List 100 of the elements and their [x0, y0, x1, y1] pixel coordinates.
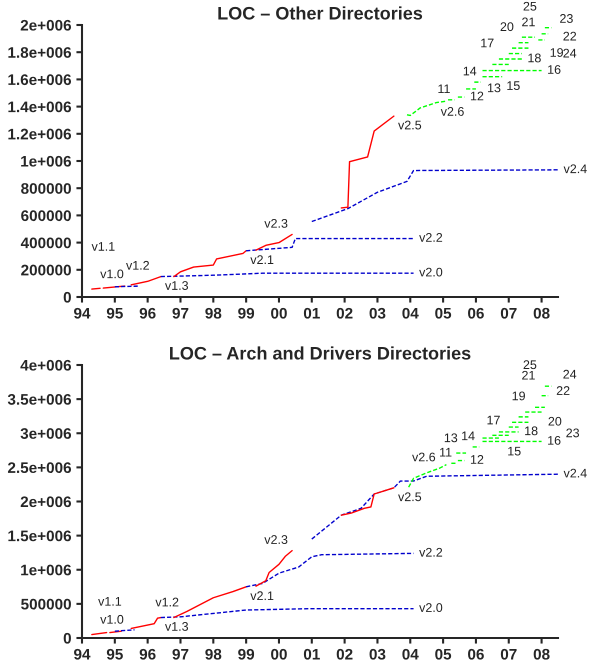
annotation: 11 [440, 448, 452, 457]
annotation: 24 [563, 370, 576, 379]
annotation: v2.1 [250, 255, 274, 264]
y-tick-label: 1e+006 [21, 156, 72, 167]
annotation: v2.6 [412, 452, 436, 462]
annotation: 17 [481, 38, 494, 48]
x-tick-label: 98 [205, 648, 222, 660]
x-tick-label: 07 [500, 648, 517, 660]
y-tick-label: 800000 [21, 183, 71, 194]
x-tick-label: 05 [435, 648, 452, 660]
annotation: v1.2 [155, 598, 178, 606]
annotation: 12 [470, 455, 484, 464]
annotation: 14 [464, 66, 476, 76]
x-tick-label: 00 [271, 648, 287, 660]
annotation: 13 [488, 83, 500, 92]
x-tick-label: 08 [534, 308, 550, 319]
annotation: v2.3 [264, 218, 288, 228]
chart-title: LOC – Arch and Drivers Directories [170, 346, 470, 360]
y-tick-label: 2e+006 [20, 20, 72, 31]
x-tick-label: 04 [402, 648, 419, 660]
annotation: 20 [548, 416, 562, 426]
annotation: 12 [470, 92, 484, 100]
annotation: 25 [524, 2, 536, 11]
x-tick-label: 99 [238, 648, 254, 660]
y-tick-label: 3e+006 [20, 428, 72, 439]
x-tick-label: 02 [336, 308, 353, 319]
annotation: 11 [438, 84, 450, 94]
annotation: v2.0 [419, 603, 442, 612]
y-tick-label: 400000 [20, 237, 71, 248]
y-tick-label: 2.5e+006 [8, 462, 72, 474]
y-tick-label: 3.5e+006 [8, 394, 72, 405]
annotation: 16 [548, 436, 560, 445]
annotation: 19 [550, 48, 563, 57]
y-tick-label: 1e+006 [21, 564, 72, 576]
y-tick-label: 4e+006 [20, 360, 72, 371]
y-tick-label: 0 [64, 292, 71, 303]
x-tick-label: 06 [468, 308, 484, 319]
annotation: v1.0 [100, 614, 124, 624]
x-tick-label: 05 [435, 308, 452, 319]
annotation: v2.5 [398, 120, 422, 130]
x-tick-label: 94 [74, 308, 90, 319]
y-tick-label: 500000 [21, 598, 71, 610]
x-tick-label: 03 [370, 648, 386, 660]
y-tick-label: 200000 [21, 264, 71, 276]
x-tick-label: 01 [304, 648, 320, 660]
annotation: 22 [563, 32, 576, 40]
x-tick-label: 96 [140, 308, 156, 319]
annotation: v2.6 [440, 107, 464, 116]
annotation: v2.4 [564, 164, 587, 174]
annotation: v1.2 [126, 260, 149, 270]
x-tick-label: 03 [370, 308, 386, 319]
y-tick-label: 0 [64, 632, 71, 644]
annotation: v1.1 [98, 597, 122, 606]
x-tick-label: 08 [534, 648, 550, 660]
annotation: 22 [556, 386, 570, 395]
annotation: v2.2 [419, 548, 442, 557]
annotation: 21 [522, 370, 535, 380]
annotation: 20 [500, 22, 514, 32]
annotation: v2.0 [419, 268, 442, 277]
annotation: v2.3 [264, 535, 288, 544]
x-tick-label: 07 [500, 308, 517, 319]
annotation: 17 [487, 416, 500, 424]
x-tick-label: 97 [172, 308, 188, 319]
y-tick-label: 1.5e+006 [8, 530, 72, 542]
y-tick-label: 2e+006 [20, 496, 72, 508]
x-tick-label: 97 [172, 648, 188, 660]
annotation: 23 [566, 428, 580, 438]
x-tick-label: 98 [205, 308, 222, 319]
annotation: 23 [560, 14, 573, 23]
y-tick-label: 600000 [21, 210, 71, 222]
x-tick-label: 04 [402, 308, 419, 319]
annotation: v1.1 [92, 242, 115, 251]
annotation: v1.3 [164, 281, 188, 290]
y-tick-label: 1.8e+006 [8, 47, 72, 58]
x-tick-label: 06 [468, 648, 484, 660]
annotation: 16 [548, 65, 560, 74]
annotation: v2.2 [419, 233, 442, 242]
annotation: 25 [524, 360, 536, 370]
annotation: 18 [528, 54, 541, 62]
x-tick-label: 01 [304, 308, 320, 319]
x-tick-label: 02 [336, 648, 353, 660]
y-tick-label: 1.6e+006 [8, 74, 72, 86]
annotation: 14 [462, 432, 475, 440]
annotation: v2.4 [564, 468, 587, 478]
x-tick-label: 00 [271, 308, 287, 319]
annotation: 13 [444, 433, 458, 442]
x-tick-label: 96 [140, 648, 156, 660]
x-tick-label: 95 [106, 648, 123, 660]
annotation: v1.0 [100, 269, 124, 278]
y-tick-label: 1.2e+006 [8, 128, 72, 140]
annotation: v1.3 [164, 622, 188, 631]
x-tick-label: 95 [106, 308, 123, 319]
annotation: 15 [507, 81, 520, 90]
annotation: 24 [563, 48, 576, 58]
x-tick-label: 99 [238, 308, 254, 319]
annotation: 18 [525, 426, 538, 436]
annotation: v2.1 [250, 591, 274, 600]
annotation: 19 [512, 391, 525, 400]
annotation: 21 [522, 17, 535, 26]
chart-title: LOC – Other Directories [218, 6, 422, 20]
